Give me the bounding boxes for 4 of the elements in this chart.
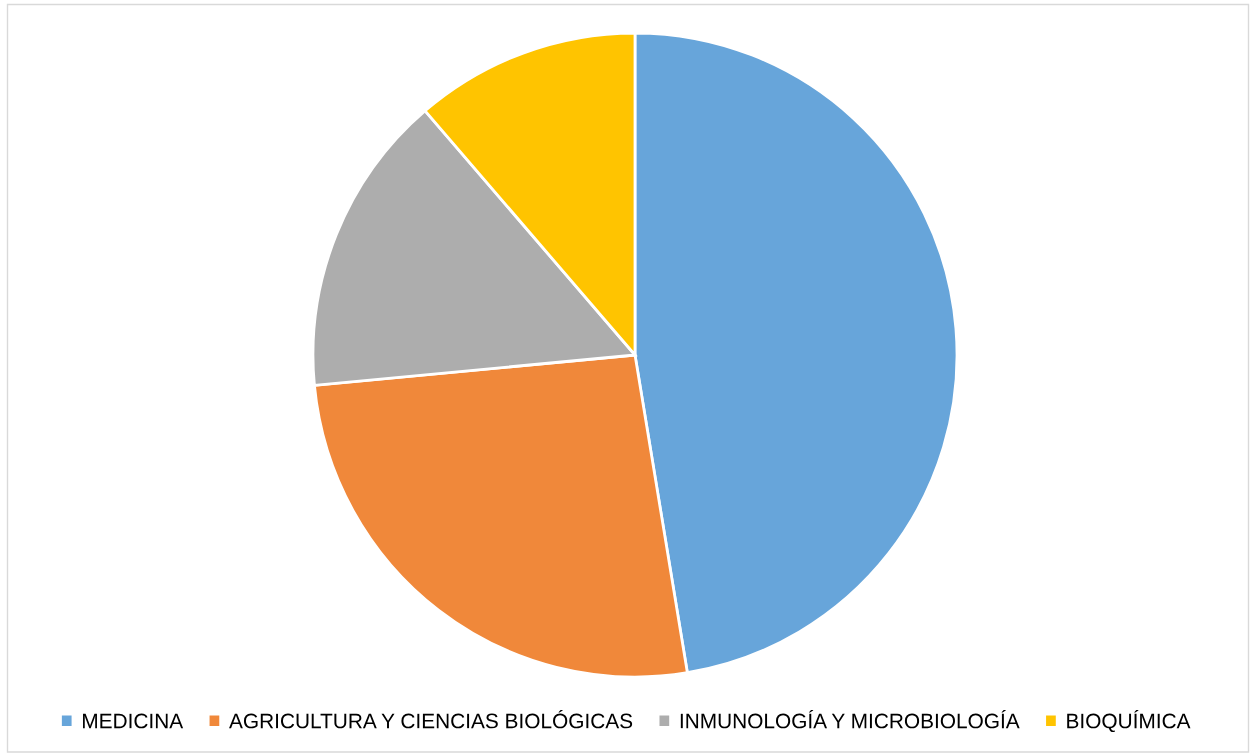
legend-label: INMUNOLOGÍA Y MICROBIOLOGÍA bbox=[680, 710, 1020, 729]
legend-label: AGRICULTURA Y CIENCIAS BIOLÓGICAS bbox=[229, 710, 633, 729]
legend-label: BIOQUÍMICA bbox=[1067, 710, 1191, 733]
legend-label: MEDICINA bbox=[83, 713, 184, 729]
